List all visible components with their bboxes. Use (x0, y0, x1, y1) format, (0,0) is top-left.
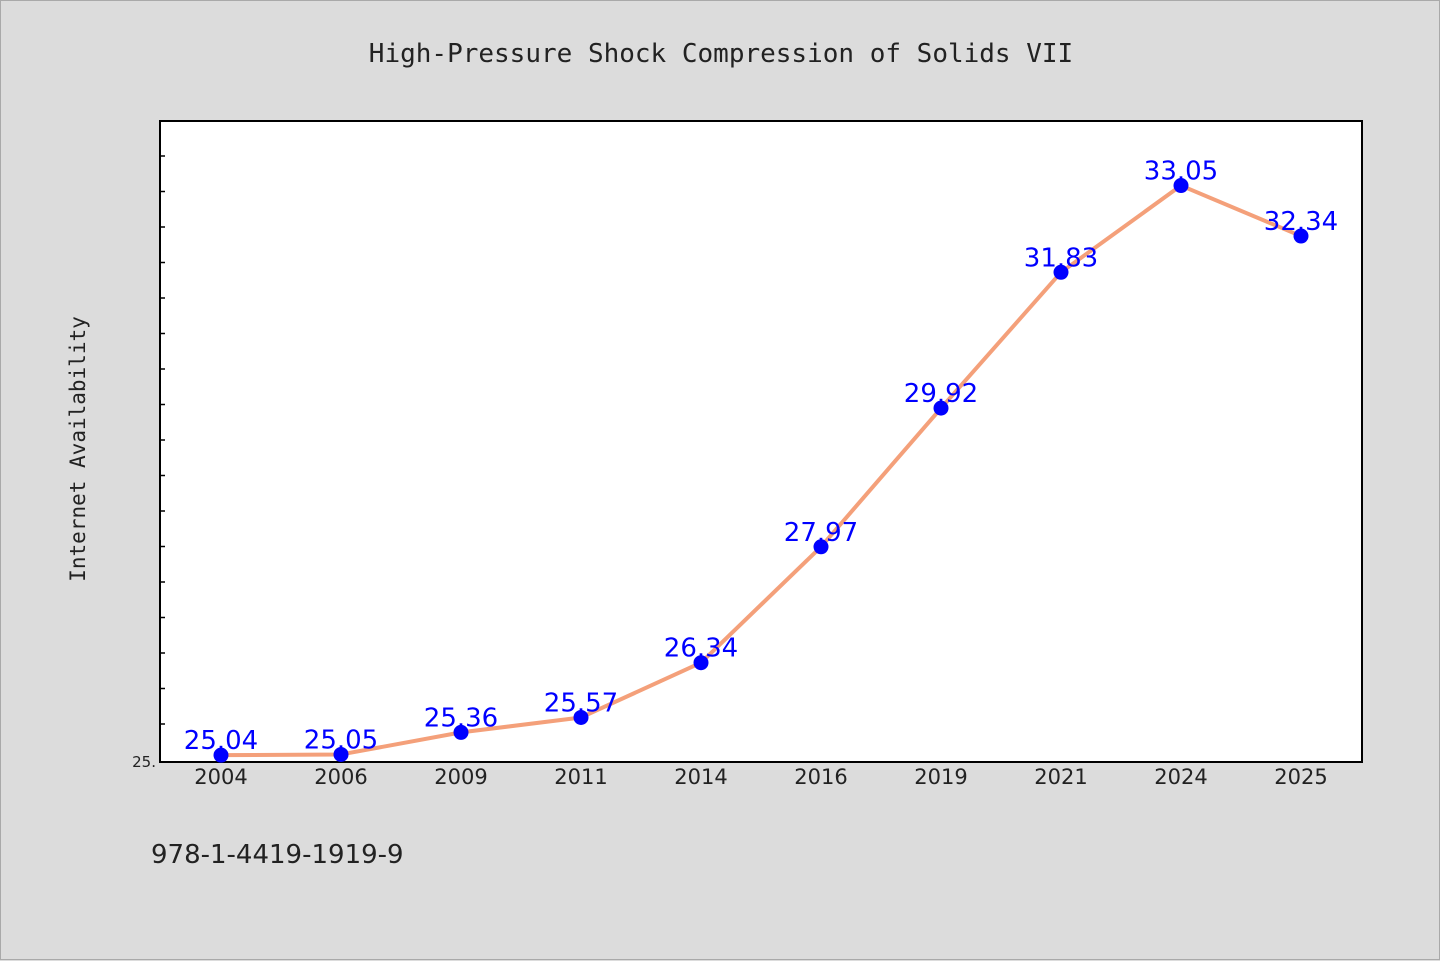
data-label: 25.05 (304, 725, 378, 755)
data-label: 26.34 (664, 634, 738, 664)
data-label: 33.05 (1144, 157, 1218, 187)
data-point (1053, 264, 1069, 280)
x-tick-label: 2009 (434, 765, 487, 789)
x-tick-label: 2024 (1154, 765, 1207, 789)
x-tick-label: 2016 (794, 765, 847, 789)
y-axis-ticks (160, 155, 165, 725)
data-label: 27.97 (784, 518, 858, 548)
data-point (1293, 228, 1309, 244)
data-label: 29.92 (904, 379, 978, 409)
data-point (573, 709, 589, 725)
x-tick-label: 2011 (554, 765, 607, 789)
data-point (213, 747, 229, 763)
y-tick-label: 25. (132, 753, 156, 771)
x-axis-tick-labels: 2004 2006 2009 2011 2014 2016 2019 2021 2024 2025 (194, 765, 1327, 789)
data-point (333, 746, 349, 762)
data-labels: 25.04 25.05 25.36 25.57 26.34 27.97 29.92 31.83… (184, 157, 1338, 757)
data-label: 25.57 (544, 688, 618, 718)
footer-isbn: 978-1-4419-1919-9 (151, 840, 404, 870)
data-label: 25.04 (184, 726, 258, 756)
data-point (813, 539, 829, 555)
x-tick-label: 2019 (914, 765, 967, 789)
data-markers (213, 178, 1309, 763)
x-tick-label: 2025 (1274, 765, 1327, 789)
data-point (693, 655, 709, 671)
x-tick-label: 2004 (194, 765, 247, 789)
data-label: 32.34 (1264, 207, 1338, 237)
chart-title: High-Pressure Shock Compression of Solid… (369, 39, 1073, 69)
x-tick-label: 2006 (314, 765, 367, 789)
data-label: 25.36 (424, 703, 498, 733)
series-line (219, 183, 1303, 758)
data-point (453, 724, 469, 740)
x-tick-label: 2021 (1034, 765, 1087, 789)
series-line-group (219, 183, 1303, 758)
data-point (1173, 178, 1189, 194)
x-tick-label: 2014 (674, 765, 727, 789)
data-point (933, 400, 949, 416)
y-axis-label: Internet Availability (66, 316, 90, 582)
data-label: 31.83 (1024, 243, 1098, 273)
plot-area (159, 120, 1363, 763)
